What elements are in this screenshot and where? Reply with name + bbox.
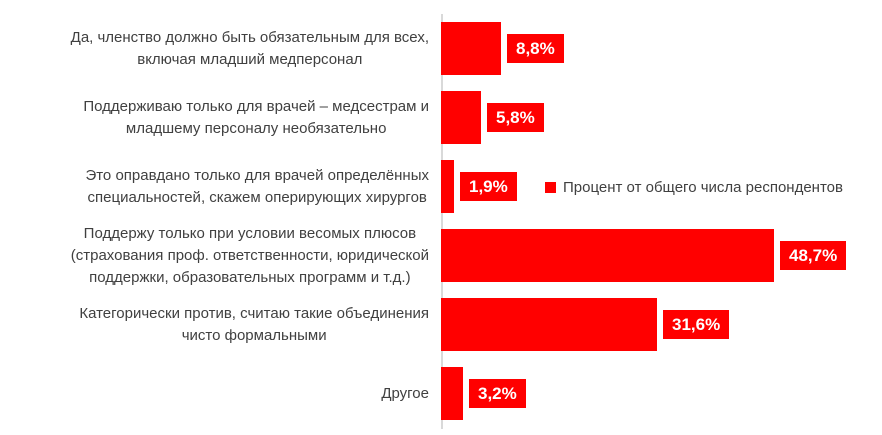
category-cell: Другое: [0, 383, 441, 405]
bar: [441, 91, 481, 144]
value-label: 1,9%: [460, 172, 517, 201]
chart-row: Поддерживаю только для врачей – медсестр…: [0, 83, 846, 152]
chart-row: Это оправдано только для врачей определё…: [0, 152, 846, 221]
chart-row: Поддержу только при условии весомых плюс…: [0, 221, 847, 290]
chart-row: Да, членство должно быть обязательным дл…: [0, 14, 846, 83]
bar-cell: 48,7%: [441, 221, 847, 290]
bar: [441, 229, 774, 282]
value-label: 31,6%: [663, 310, 730, 339]
category-label: Поддерживаю только для врачей – медсестр…: [83, 97, 429, 137]
legend: Процент от общего числа респондентов: [545, 179, 843, 196]
bar: [441, 22, 501, 75]
bar: [441, 160, 454, 213]
legend-marker-icon: [545, 182, 556, 193]
bar-cell: 31,6%: [441, 290, 730, 359]
category-label: Категорически против, считаю такие объед…: [79, 304, 429, 344]
category-cell: Да, членство должно быть обязательным дл…: [0, 27, 441, 71]
value-label: 5,8%: [487, 103, 544, 132]
bar-cell: 3,2%: [441, 359, 526, 428]
chart-row: Другое 3,2%: [0, 359, 846, 428]
category-label: Да, членство должно быть обязательным дл…: [70, 28, 429, 68]
category-label: Другое: [381, 384, 429, 402]
chart-row: Категорически против, считаю такие объед…: [0, 290, 846, 359]
category-cell: Поддержу только при условии весомых плюс…: [0, 223, 441, 289]
y-axis-line: [441, 14, 443, 429]
bar-cell: 1,9%: [441, 152, 517, 221]
category-label: Поддержу только при условии весомых плюс…: [70, 224, 429, 286]
category-label: Это оправдано только для врачей определё…: [85, 166, 429, 206]
bar: [441, 367, 463, 420]
chart-rows: Да, членство должно быть обязательным дл…: [0, 14, 847, 428]
value-label: 8,8%: [507, 34, 564, 63]
category-cell: Категорически против, считаю такие объед…: [0, 303, 441, 347]
bar-cell: 8,8%: [441, 14, 564, 83]
value-label: 48,7%: [780, 241, 847, 270]
bar: [441, 298, 657, 351]
bar-cell: 5,8%: [441, 83, 544, 152]
category-cell: Это оправдано только для врачей определё…: [0, 165, 441, 209]
category-cell: Поддерживаю только для врачей – медсестр…: [0, 96, 441, 140]
value-label: 3,2%: [469, 379, 526, 408]
legend-label: Процент от общего числа респондентов: [563, 179, 843, 196]
